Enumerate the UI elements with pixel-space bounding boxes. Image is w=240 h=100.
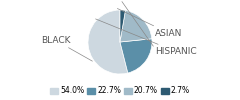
Text: BLACK: BLACK [41, 36, 92, 61]
Text: ASIAN: ASIAN [117, 8, 183, 38]
Wedge shape [120, 10, 125, 42]
Wedge shape [120, 10, 152, 42]
Wedge shape [120, 39, 152, 73]
Text: WHITE: WHITE [102, 0, 153, 46]
Text: HISPANIC: HISPANIC [96, 19, 197, 56]
Legend: 54.0%, 22.7%, 20.7%, 2.7%: 54.0%, 22.7%, 20.7%, 2.7% [49, 86, 191, 96]
Wedge shape [88, 10, 128, 74]
